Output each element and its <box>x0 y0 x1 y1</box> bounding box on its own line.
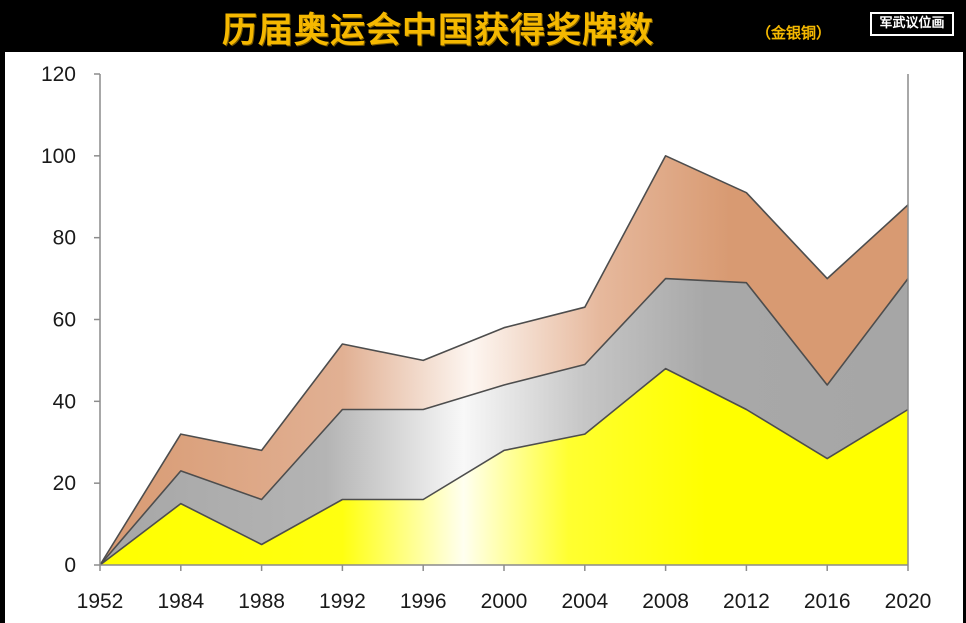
x-tick-label: 2004 <box>561 590 608 613</box>
y-tick-label: 60 <box>53 309 76 332</box>
brand-logo: 军武议位画 <box>870 12 954 36</box>
y-tick-label: 0 <box>64 554 76 577</box>
gold-series-line <box>99 367 909 566</box>
silver-medals-area <box>100 278 908 565</box>
chart-title: 历届奥运会中国获得奖牌数 <box>222 11 655 51</box>
x-tick-label: 2008 <box>642 590 689 613</box>
area-chart: 0 20 40 60 80 100 120 1952 1984 1988 1992 1996 2000 2… <box>41 63 932 613</box>
x-tick-label: 1996 <box>400 590 447 613</box>
x-tick-label: 2020 <box>885 590 932 613</box>
chart-subtitle: （金银铜） <box>756 24 832 42</box>
bronze-series-line <box>99 155 909 566</box>
x-tick-label: 1988 <box>238 590 285 613</box>
bronze-medals-area <box>100 155 908 566</box>
y-tick-label: 80 <box>53 227 76 250</box>
y-tick-label: 20 <box>53 472 76 495</box>
x-tick-label: 1952 <box>77 590 124 613</box>
x-tick-label: 2016 <box>804 590 851 613</box>
x-tick-label: 2000 <box>481 590 528 613</box>
x-tick-label: 2012 <box>723 590 770 613</box>
y-tick-label: 40 <box>53 390 76 413</box>
plot-panel: 0 20 40 60 80 100 120 1952 1984 1988 1992 1996 2000 2… <box>5 52 963 623</box>
gold-medals-area <box>100 368 908 565</box>
y-tick-label: 100 <box>41 145 76 168</box>
x-tick-label: 1992 <box>319 590 366 613</box>
y-tick-label: 120 <box>41 63 76 86</box>
silver-series-line <box>99 277 909 566</box>
x-tick-label: 1984 <box>157 590 204 613</box>
